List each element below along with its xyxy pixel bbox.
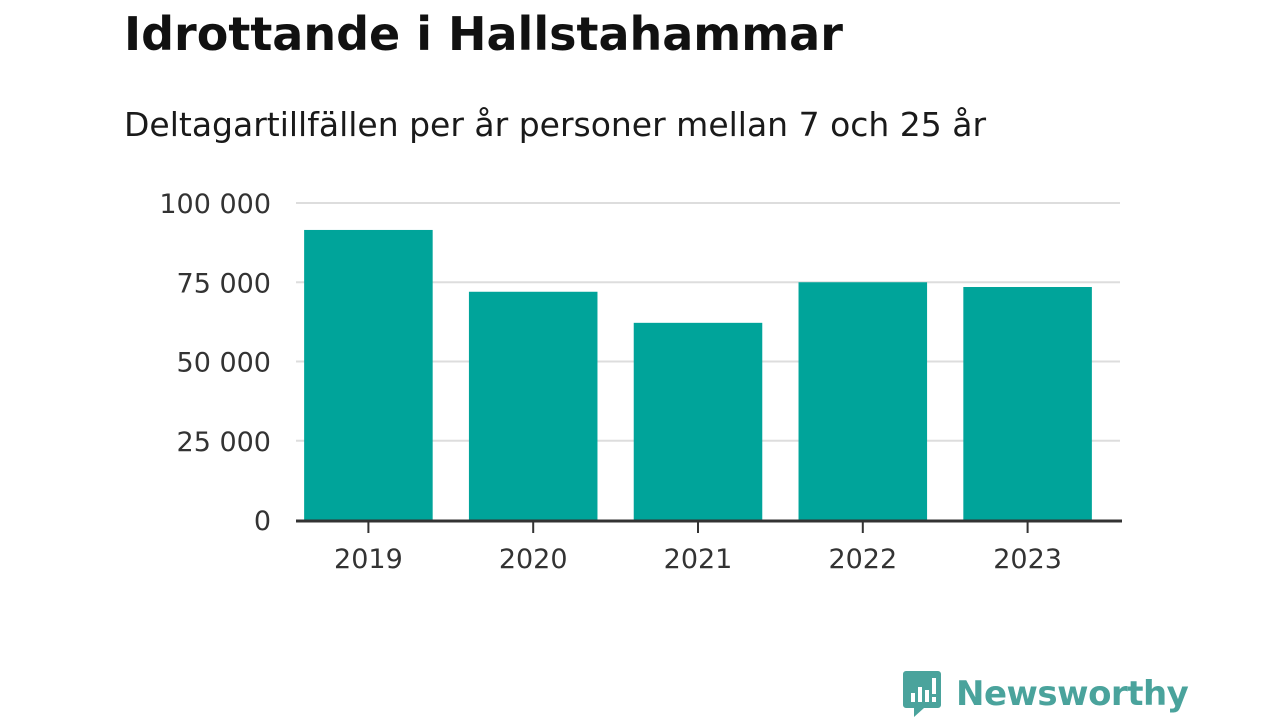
chart-title: Idrottande i Hallstahammar	[124, 7, 843, 61]
newsworthy-logo: Newsworthy	[902, 668, 1189, 720]
y-tick-label: 0	[254, 506, 271, 537]
bar-2022	[798, 282, 928, 520]
y-tick-label: 25 000	[177, 427, 271, 458]
bar-2021	[633, 322, 763, 520]
bar-2019	[304, 229, 433, 520]
y-tick-label: 50 000	[177, 348, 271, 379]
chart-subtitle: Deltagartillfällen per år personer mella…	[124, 105, 987, 144]
x-tick-label: 2021	[664, 544, 733, 575]
y-tick-label: 100 000	[159, 189, 271, 220]
newsworthy-bar-chart-icon	[903, 671, 941, 717]
x-tick-label: 2023	[993, 544, 1062, 575]
brand-name: Newsworthy	[956, 674, 1189, 714]
axes: 0 25 000 50 000 75 000 100 000 2019 2020 2021 20…	[159, 189, 1122, 575]
bars	[304, 229, 1092, 520]
x-tick-label: 2022	[828, 544, 897, 575]
y-tick-label: 75 000	[177, 268, 271, 299]
bar-2020	[468, 291, 598, 520]
x-tick-label: 2020	[499, 544, 568, 575]
x-tick-label: 2019	[334, 544, 403, 575]
bar-2023	[963, 287, 1092, 520]
